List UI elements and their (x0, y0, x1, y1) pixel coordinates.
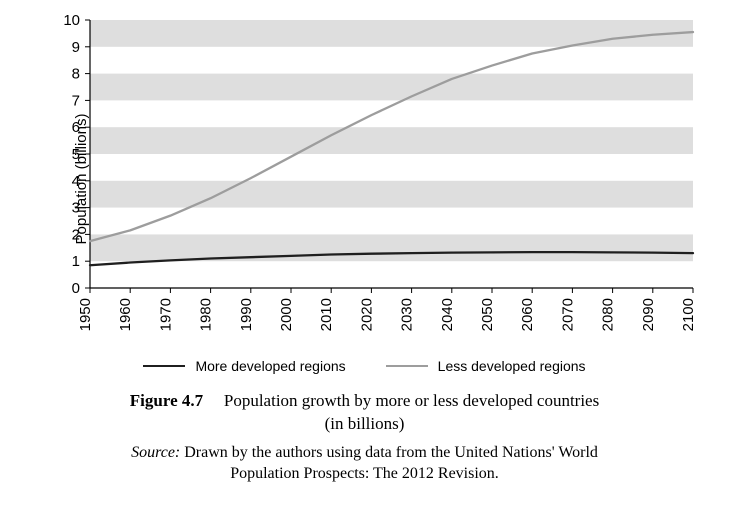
svg-text:1950: 1950 (77, 298, 94, 331)
legend-item-more-developed: More developed regions (143, 358, 345, 374)
svg-text:1960: 1960 (117, 298, 134, 331)
svg-text:9: 9 (72, 39, 80, 56)
svg-text:1980: 1980 (198, 298, 215, 331)
chart-area: Population (billions) 012345678910195019… (22, 14, 707, 344)
svg-text:7: 7 (72, 92, 80, 109)
y-axis-label: Population (billions) (73, 114, 90, 245)
legend-swatch-more-developed (143, 365, 185, 367)
svg-text:2040: 2040 (439, 298, 456, 331)
svg-text:10: 10 (63, 14, 80, 29)
figure-caption: Figure 4.7 Population growth by more or … (22, 390, 707, 436)
figure-container: Population (billions) 012345678910195019… (0, 0, 729, 510)
legend: More developed regions Less developed re… (22, 358, 707, 374)
svg-text:1990: 1990 (238, 298, 255, 331)
figure-title-line2: (in billions) (325, 414, 405, 433)
svg-text:0: 0 (72, 280, 80, 297)
svg-text:1970: 1970 (157, 298, 174, 331)
figure-number: Figure 4.7 (130, 391, 203, 410)
line-chart-svg: 0123456789101950196019701980199020002010… (22, 14, 707, 344)
svg-text:1: 1 (72, 253, 80, 270)
legend-swatch-less-developed (386, 365, 428, 367)
legend-item-less-developed: Less developed regions (386, 358, 586, 374)
source-label: Source: (131, 444, 180, 461)
source-text-line2: Population Prospects: The 2012 Revision. (230, 465, 499, 482)
svg-text:2080: 2080 (600, 298, 617, 331)
figure-title-line1: Population growth by more or less develo… (224, 391, 599, 410)
svg-text:2060: 2060 (519, 298, 536, 331)
svg-text:2100: 2100 (680, 298, 697, 331)
svg-text:2000: 2000 (278, 298, 295, 331)
svg-text:2030: 2030 (399, 298, 416, 331)
legend-label: More developed regions (195, 358, 345, 374)
svg-text:2010: 2010 (318, 298, 335, 331)
svg-text:8: 8 (72, 66, 80, 83)
svg-text:2020: 2020 (358, 298, 375, 331)
svg-text:2070: 2070 (559, 298, 576, 331)
svg-text:2090: 2090 (640, 298, 657, 331)
legend-label: Less developed regions (438, 358, 586, 374)
svg-text:2050: 2050 (479, 298, 496, 331)
source-text-line1: Drawn by the authors using data from the… (184, 444, 598, 461)
figure-source: Source: Drawn by the authors using data … (22, 442, 707, 485)
